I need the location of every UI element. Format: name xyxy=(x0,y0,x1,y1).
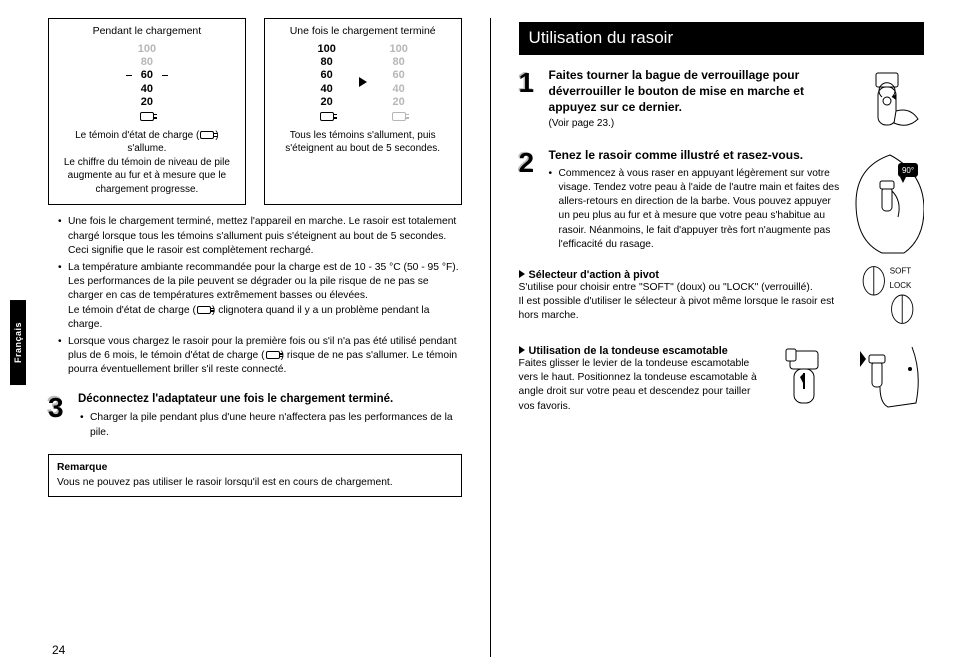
charge-status-boxes: Pendant le chargement 100 80 60 40 20 Le… xyxy=(48,18,462,205)
charging-notes: Une fois le chargement terminé, mettez l… xyxy=(58,215,462,377)
level-80: 80 xyxy=(135,56,159,69)
pivot-section: Sélecteur d'action à pivot S'utilise pou… xyxy=(519,263,924,327)
step-3: 3 Déconnectez l'adaptateur une fois le c… xyxy=(48,392,462,440)
remark-title: Remarque xyxy=(57,461,453,475)
triangle-icon xyxy=(519,346,525,354)
list-item: Une fois le chargement terminé, mettez l… xyxy=(58,215,462,258)
section-title: Utilisation du rasoir xyxy=(519,22,924,55)
remark-body: Vous ne pouvez pas utiliser le rasoir lo… xyxy=(57,477,393,488)
trimmer-illustration xyxy=(776,339,924,411)
language-tab: Français xyxy=(10,300,26,385)
charged-box-title: Une fois le chargement terminé xyxy=(271,25,455,37)
level-40: 40 xyxy=(135,83,159,96)
step-3-heading: Déconnectez l'adaptateur une fois le cha… xyxy=(78,392,462,408)
plug-icon xyxy=(200,131,214,139)
step-3-sub: Charger la pile pendant plus d'une heure… xyxy=(78,411,462,440)
charged-box-caption: Tous les témoins s'allument, puis s'étei… xyxy=(271,129,455,156)
trimmer-body: Faites glisser le levier de la tondeuse … xyxy=(519,357,768,414)
pivot-line2: Il est possible d'utiliser le sélecteur … xyxy=(519,295,844,323)
step-2-bullet: Commencez à vous raser en appuyant légèr… xyxy=(549,167,842,251)
step-1: 1 Faites tourner la bague de verrouillag… xyxy=(519,67,924,139)
trimmer-heading: Utilisation de la tondeuse escamotable xyxy=(519,345,768,357)
plug-icon xyxy=(197,306,211,314)
step-number: 3 xyxy=(48,392,68,440)
step-1-heading: Faites tourner la bague de verrouillage … xyxy=(549,67,842,116)
pivot-line1: S'utilise pour choisir entre "SOFT" (dou… xyxy=(519,281,844,295)
plug-icon xyxy=(266,351,280,359)
svg-text:90°: 90° xyxy=(902,166,914,175)
step-2-heading: Tenez le rasoir comme illustré et rasez-… xyxy=(549,147,842,163)
arrow-right-icon xyxy=(359,77,367,87)
charging-box-title: Pendant le chargement xyxy=(55,25,239,37)
svg-text:SOFT: SOFT xyxy=(890,267,911,276)
step-1-note: (Voir page 23.) xyxy=(549,118,842,129)
column-divider xyxy=(490,18,491,657)
plug-icon xyxy=(320,112,334,121)
list-item: Lorsque vous chargez le rasoir pour la p… xyxy=(58,335,462,378)
razor-unlock-illustration xyxy=(852,67,924,139)
step-number: 1 xyxy=(519,67,539,139)
charge-levels-a: 100 80 60 40 20 xyxy=(122,43,172,121)
trimmer-section: Utilisation de la tondeuse escamotable F… xyxy=(519,339,924,414)
charged-box: Une fois le chargement terminé 100 80 60… xyxy=(264,18,462,205)
charging-box-caption: Le témoin d'état de charge () s'allume. … xyxy=(55,129,239,197)
page-number: 24 xyxy=(52,643,65,657)
charged-box-graphic: 100 80 60 40 20 100 80 60 40 20 xyxy=(271,43,455,121)
list-item: La température ambiante recommandée pour… xyxy=(58,261,462,332)
plug-icon xyxy=(140,112,154,121)
level-60: 60 xyxy=(124,69,170,82)
step-2: 2 Tenez le rasoir comme illustré et rase… xyxy=(519,147,924,255)
triangle-icon xyxy=(519,270,525,278)
level-20: 20 xyxy=(135,96,159,109)
remark-box: Remarque Vous ne pouvez pas utiliser le … xyxy=(48,454,462,497)
left-column: Pendant le chargement 100 80 60 40 20 Le… xyxy=(48,18,462,657)
pivot-heading: Sélecteur d'action à pivot xyxy=(519,269,844,281)
right-column: Utilisation du rasoir 1 Faites tourner l… xyxy=(519,18,924,657)
shaving-illustration: 90° xyxy=(852,147,924,255)
plug-icon xyxy=(392,112,406,121)
level-100: 100 xyxy=(135,43,159,56)
step-number: 2 xyxy=(519,147,539,255)
charging-box: Pendant le chargement 100 80 60 40 20 Le… xyxy=(48,18,246,205)
svg-text:LOCK: LOCK xyxy=(890,281,912,290)
soft-lock-illustration: SOFT LOCK xyxy=(852,263,924,327)
